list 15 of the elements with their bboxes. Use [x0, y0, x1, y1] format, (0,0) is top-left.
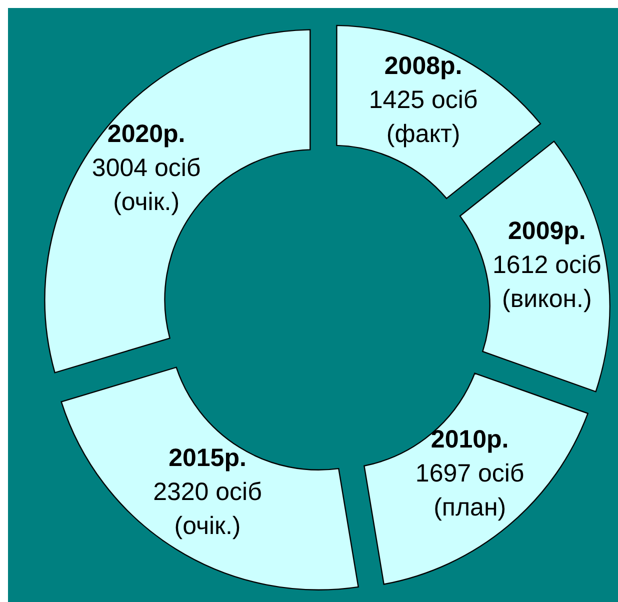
slice-label: 2009р. — [508, 217, 586, 246]
slice-label: 2020р. — [107, 120, 186, 148]
data-label: 1425 осіб — [368, 86, 478, 114]
text: (план) — [434, 494, 506, 522]
slice-label: 2015р. — [168, 444, 246, 472]
data-label: 1697 осіб — [415, 460, 524, 488]
data-label: 1612 осіб — [492, 251, 602, 280]
text: (очік.) — [174, 512, 241, 540]
text: (викон.) — [502, 285, 592, 314]
slice-label: 2010р. — [430, 426, 509, 454]
slice-label: 2008р. — [384, 52, 462, 80]
text: (факт) — [386, 120, 460, 148]
data-label: 2320 осіб — [153, 478, 262, 506]
text: (очік.) — [113, 188, 180, 216]
data-label: 3004 осіб — [92, 154, 201, 182]
